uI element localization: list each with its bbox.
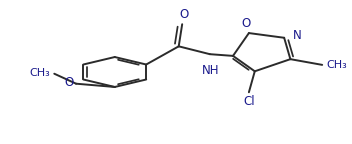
Text: O: O bbox=[241, 17, 251, 30]
Text: O: O bbox=[179, 8, 189, 21]
Text: O: O bbox=[64, 76, 73, 89]
Text: NH: NH bbox=[201, 64, 219, 77]
Text: CH₃: CH₃ bbox=[29, 68, 50, 78]
Text: CH₃: CH₃ bbox=[326, 60, 347, 70]
Text: Cl: Cl bbox=[244, 95, 256, 108]
Text: N: N bbox=[293, 29, 302, 42]
